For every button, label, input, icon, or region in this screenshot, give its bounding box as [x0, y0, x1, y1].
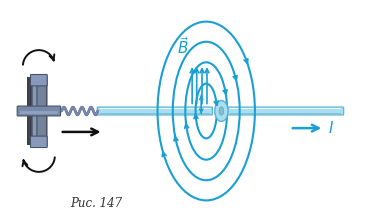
Bar	[35, 77, 37, 145]
Bar	[34, 77, 36, 145]
FancyBboxPatch shape	[17, 106, 60, 116]
Bar	[31, 77, 33, 145]
Bar	[230, 108, 341, 109]
Bar	[20, 111, 58, 114]
Bar	[32, 77, 34, 145]
Bar	[100, 108, 210, 109]
FancyBboxPatch shape	[31, 75, 47, 86]
Text: $I$: $I$	[328, 120, 334, 136]
Text: Рис. 147: Рис. 147	[70, 197, 122, 210]
Bar	[33, 79, 36, 143]
FancyBboxPatch shape	[227, 107, 344, 115]
Bar	[28, 77, 30, 145]
FancyBboxPatch shape	[97, 107, 212, 115]
Ellipse shape	[219, 107, 224, 115]
Bar	[100, 113, 210, 114]
Bar	[29, 77, 31, 145]
Ellipse shape	[215, 101, 228, 121]
Text: $\vec{B}$: $\vec{B}$	[177, 36, 189, 57]
Bar	[27, 77, 28, 145]
Bar	[37, 77, 39, 145]
Bar	[46, 109, 48, 113]
FancyBboxPatch shape	[31, 136, 47, 147]
Bar	[230, 113, 341, 114]
FancyBboxPatch shape	[31, 76, 47, 146]
